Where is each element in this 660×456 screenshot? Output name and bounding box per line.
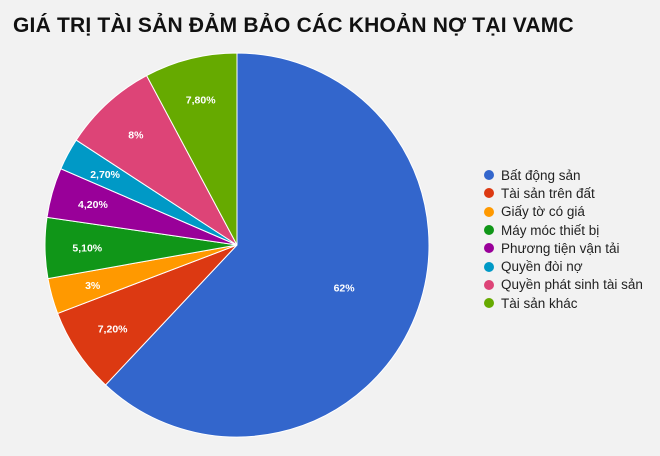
legend-item: Máy móc thiết bị: [484, 221, 643, 239]
pie-slice: [104, 52, 430, 438]
legend-swatch: [484, 225, 494, 236]
legend-label: Bất động sản: [501, 167, 581, 183]
legend-swatch: [484, 279, 494, 290]
legend-item: Bất động sản: [484, 166, 643, 184]
legend-item: Tài sản trên đất: [484, 184, 643, 202]
slice-label: 3%: [85, 280, 101, 292]
slice-label: 7,80%: [186, 95, 216, 107]
slice-label: 7,20%: [98, 323, 128, 335]
slice-label: 2,70%: [90, 169, 120, 181]
legend-swatch: [484, 170, 494, 181]
legend-item: Phương tiện vận tải: [484, 239, 643, 257]
slice-label: 8%: [128, 130, 144, 142]
legend-item: Giấy tờ có giá: [484, 203, 643, 221]
legend-label: Máy móc thiết bị: [501, 222, 600, 238]
legend-swatch: [484, 243, 494, 254]
legend-item: Tài sản khác: [484, 294, 643, 312]
chart-title: GIÁ TRỊ TÀI SẢN ĐẢM BẢO CÁC KHOẢN NỢ TẠI…: [13, 14, 574, 37]
legend: Bất động sản Tài sản trên đất Giấy tờ có g…: [484, 166, 643, 312]
slice-label: 5,10%: [72, 242, 102, 254]
legend-label: Tài sản khác: [501, 295, 578, 311]
legend-item: Quyền đòi nợ: [484, 257, 643, 275]
slice-label: 4,20%: [78, 199, 108, 211]
legend-label: Phương tiện vận tải: [501, 240, 620, 256]
legend-item: Quyền phát sinh tài sản: [484, 276, 643, 294]
legend-swatch: [484, 188, 494, 199]
legend-label: Tài sản trên đất: [501, 185, 595, 201]
legend-label: Giấy tờ có giá: [501, 204, 585, 220]
legend-swatch: [484, 298, 494, 309]
legend-label: Quyền phát sinh tài sản: [501, 277, 643, 293]
pie-slice: [145, 52, 238, 246]
legend-swatch: [484, 261, 494, 272]
legend-label: Quyền đòi nợ: [501, 259, 583, 275]
slice-label: 62%: [334, 282, 356, 294]
pie-slice: [75, 74, 238, 246]
legend-swatch: [484, 206, 494, 217]
